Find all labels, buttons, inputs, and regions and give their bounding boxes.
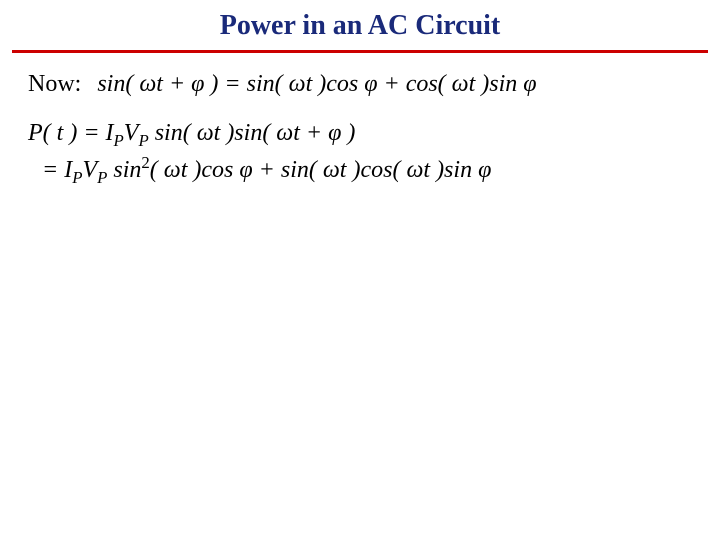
eq-power-line1: P( t ) = IPVP sin( ωt )sin( ωt + φ ) (28, 120, 692, 151)
page-title: Power in an AC Circuit (220, 10, 501, 42)
eq-seg: V (82, 157, 97, 183)
eq-power-line2: = IPVP sin2( ωt )cos φ + sin( ωt )cos( ω… (28, 153, 692, 188)
eq-seg: sin( ωt )sin( ωt + φ ) (149, 120, 356, 146)
eq-seg: sin (107, 157, 141, 183)
eq-subscript: P (97, 168, 107, 187)
eq-subscript: P (72, 168, 82, 187)
eq-seg: P( t ) = I (28, 120, 114, 146)
eq-superscript: 2 (141, 153, 149, 172)
eq-seg: = I (42, 157, 72, 183)
slide-body: Now: sin( ωt + φ ) = sin( ωt )cos φ + co… (0, 53, 720, 188)
slide: Power in an AC Circuit Now: sin( ωt + φ … (0, 0, 720, 540)
now-label: Now: (28, 71, 81, 98)
title-wrap: Power in an AC Circuit (0, 10, 720, 42)
row-now: Now: sin( ωt + φ ) = sin( ωt )cos φ + co… (28, 71, 692, 98)
eq-subscript: P (114, 131, 124, 150)
eq-subscript: P (138, 131, 148, 150)
eq-trig-identity: sin( ωt + φ ) = sin( ωt )cos φ + cos( ωt… (97, 71, 536, 98)
eq-seg: ( ωt )cos φ + sin( ωt )cos( ωt )sin φ (150, 157, 492, 183)
eq-seg: V (124, 120, 139, 146)
